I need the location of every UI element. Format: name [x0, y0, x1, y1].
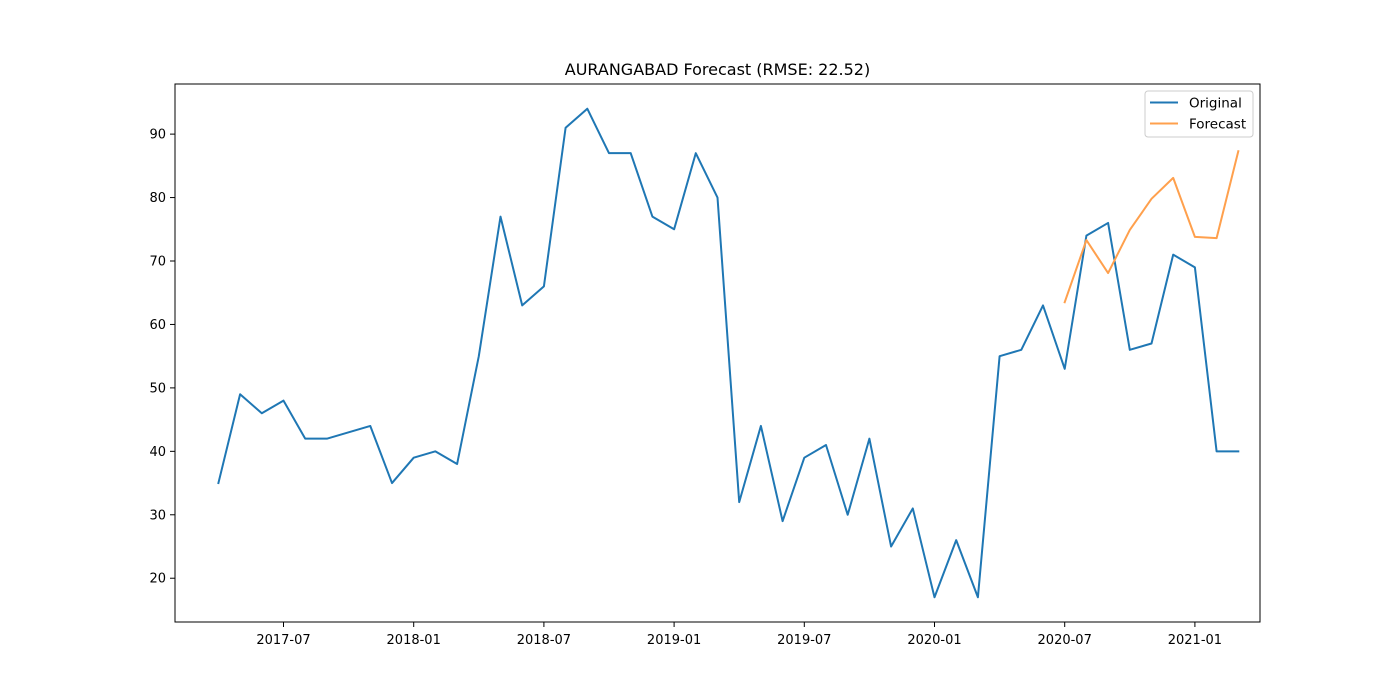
y-tick-label: 90	[149, 128, 166, 143]
legend-label-original: Original	[1189, 96, 1242, 112]
series-forecast	[1063, 150, 1240, 304]
x-tick-label: 2019-07	[777, 633, 831, 648]
chart-title: AURANGABAD Forecast (RMSE: 22.52)	[565, 60, 870, 79]
x-tick-label: 2017-07	[256, 633, 310, 648]
y-axis: 20 30 40 50 60 70 80 90	[149, 128, 175, 587]
x-tick-label: 2020-01	[907, 633, 961, 648]
y-tick-label: 50	[149, 381, 166, 396]
x-tick-label: 2021-01	[1168, 633, 1222, 648]
series-layer	[217, 107, 1240, 599]
x-tick-label: 2018-01	[387, 633, 441, 648]
x-axis: 2017-07 2018-01 2018-07 2019-01 2019-07 2020-…	[256, 622, 1222, 648]
y-tick-label: 20	[149, 572, 166, 587]
series-line-original	[217, 107, 1240, 599]
y-tick-label: 60	[149, 318, 166, 333]
x-tick-label: 2020-07	[1038, 633, 1092, 648]
y-tick-label: 80	[149, 191, 166, 206]
series-original	[217, 107, 1240, 599]
legend: Original Forecast	[1144, 90, 1254, 138]
x-tick-label: 2018-07	[517, 633, 571, 648]
y-tick-label: 30	[149, 508, 166, 523]
y-tick-label: 40	[149, 445, 166, 460]
y-tick-label: 70	[149, 255, 166, 270]
legend-label-forecast: Forecast	[1189, 117, 1246, 133]
plot-frame	[174, 83, 1261, 623]
x-tick-label: 2019-01	[647, 633, 701, 648]
